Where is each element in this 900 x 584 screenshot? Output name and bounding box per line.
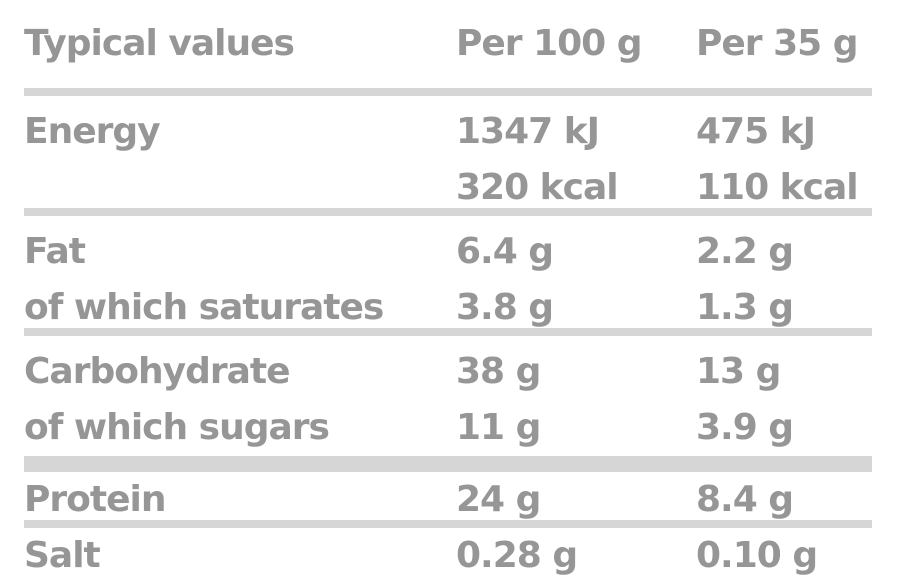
value-sugars-portion: 3.9 g <box>696 407 794 448</box>
divider <box>24 208 872 216</box>
label-salt: Salt <box>24 535 101 576</box>
table-row-energy: Energy 1347 kJ 320 kcal 475 kJ 110 kcal <box>24 96 872 208</box>
energy-kcal-per100: 320 kcal <box>456 167 619 208</box>
value-carbohydrate-portion: 13 g <box>696 351 781 392</box>
label-energy: Energy <box>24 111 161 152</box>
value-protein-per100: 24 g <box>456 479 541 520</box>
table-row-salt: Salt 0.28 g 0.10 g <box>24 528 872 584</box>
table-row-fat: Fat 6.4 g 2.2 g <box>24 216 872 272</box>
value-salt-per100: 0.28 g <box>456 535 578 576</box>
table-row-carbohydrate: Carbohydrate 38 g 13 g <box>24 336 872 392</box>
energy-kj-per100: 1347 kJ <box>456 111 600 152</box>
value-salt-portion: 0.10 g <box>696 535 818 576</box>
value-fat-per100: 6.4 g <box>456 231 554 272</box>
header-per-portion: Per 35 g <box>696 23 859 64</box>
header-per-100g: Per 100 g <box>456 23 643 64</box>
label-carbohydrate: Carbohydrate <box>24 351 291 392</box>
divider <box>24 520 872 528</box>
value-saturates-per100: 3.8 g <box>456 287 554 328</box>
table-header-row: Typical values Per 100 g Per 35 g <box>24 0 872 64</box>
value-saturates-portion: 1.3 g <box>696 287 794 328</box>
label-sugars: of which sugars <box>24 407 330 448</box>
table-row-saturates: of which saturates 3.8 g 1.3 g <box>24 264 872 328</box>
table-row-sugars: of which sugars 11 g 3.9 g <box>24 392 872 456</box>
divider <box>24 328 872 336</box>
header-typical-values: Typical values <box>24 23 295 64</box>
energy-kcal-portion: 110 kcal <box>696 167 859 208</box>
table-row-protein: Protein 24 g 8.4 g <box>24 472 872 520</box>
value-fat-portion: 2.2 g <box>696 231 794 272</box>
value-energy-portion: 475 kJ 110 kcal <box>696 112 872 208</box>
nutrition-table: Typical values Per 100 g Per 35 g Energy… <box>24 0 872 584</box>
label-protein: Protein <box>24 479 166 520</box>
divider <box>24 456 872 472</box>
label-saturates: of which saturates <box>24 287 384 328</box>
value-sugars-per100: 11 g <box>456 407 541 448</box>
value-energy-per100: 1347 kJ 320 kcal <box>456 112 696 208</box>
label-fat: Fat <box>24 231 86 272</box>
value-protein-portion: 8.4 g <box>696 479 794 520</box>
divider <box>24 88 872 96</box>
value-carbohydrate-per100: 38 g <box>456 351 541 392</box>
energy-kj-portion: 475 kJ <box>696 111 816 152</box>
